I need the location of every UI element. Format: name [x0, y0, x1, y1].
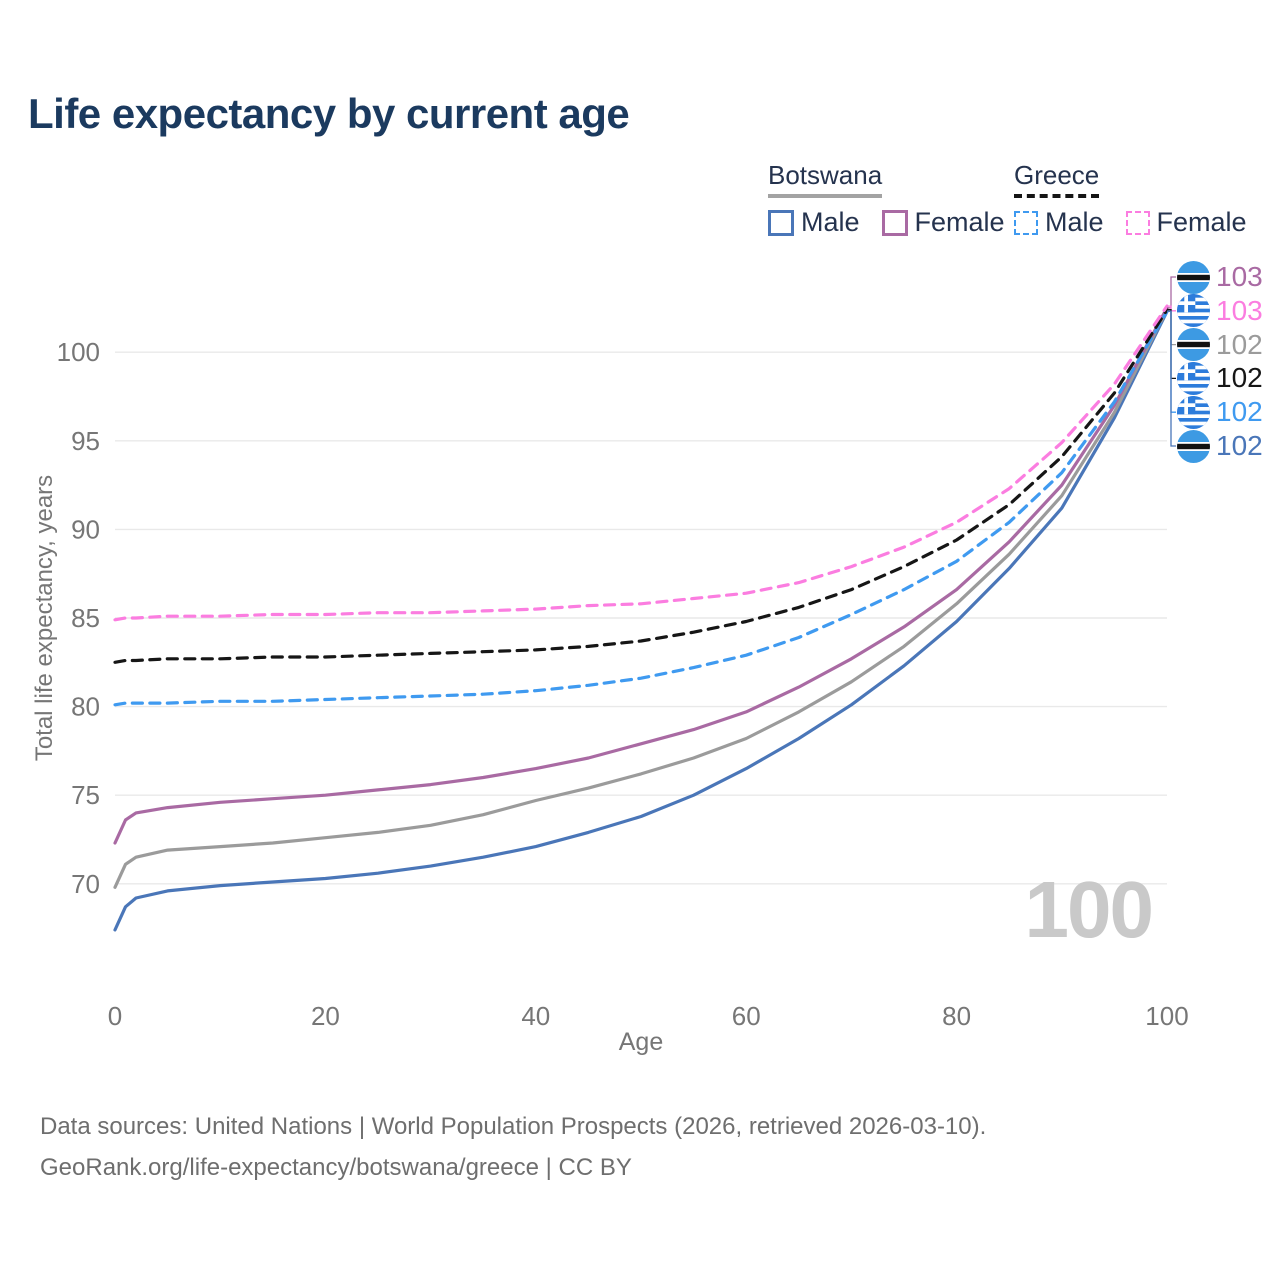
- page-title: Life expectancy by current age: [28, 90, 630, 137]
- legend-header-greece[interactable]: Greece: [1014, 160, 1100, 198]
- end-label-botswana_female: 103: [1177, 260, 1263, 294]
- data-source-footer: Data sources: United Nations | World Pop…: [40, 1106, 986, 1188]
- legend-item-greece-male[interactable]: Male: [1014, 207, 1104, 238]
- end-label-value-greece_male: 102: [1216, 396, 1263, 428]
- end-label-leader-botswana_male: [1167, 310, 1176, 447]
- y-tick-label-85: 85: [71, 603, 100, 633]
- end-label-greece_male: 102: [1177, 395, 1263, 429]
- series-line-botswana_male[interactable]: [113, 309, 1169, 932]
- legend-label-botswana-male: Male: [801, 207, 860, 237]
- legend-row-greece: Male Female: [1014, 207, 1269, 238]
- series-line-greece_male[interactable]: [113, 309, 1169, 707]
- x-axis-title: Age: [618, 1028, 664, 1056]
- legend-item-botswana-male[interactable]: Male: [768, 207, 860, 238]
- y-tick-label-100: 100: [57, 337, 100, 367]
- legend-header-botswana[interactable]: Botswana: [768, 160, 883, 198]
- end-label-value-botswana_female: 103: [1216, 261, 1263, 292]
- legend-label-greece-male: Male: [1045, 207, 1104, 237]
- x-tick-label-20: 20: [311, 1001, 340, 1031]
- greece-male-swatch-icon: [1014, 210, 1038, 235]
- footer-line-1: Data sources: United Nations | World Pop…: [40, 1113, 987, 1140]
- legend-row-botswana: Male Female: [768, 207, 1027, 238]
- y-tick-label-75: 75: [71, 780, 100, 810]
- end-label-botswana_all: 102: [1177, 328, 1263, 362]
- greece-flag-icon: [1177, 294, 1210, 328]
- botswana-flag-icon: [1177, 429, 1210, 463]
- legend-label-botswana-female: Female: [914, 207, 1005, 237]
- x-tick-label-0: 0: [108, 1001, 122, 1031]
- end-label-leader-greece_female: [1167, 305, 1176, 312]
- end-label-leader-botswana_female: [1167, 276, 1176, 309]
- botswana-flag-icon: [1177, 260, 1210, 294]
- line-chart-plot: 70 75 80 85 90 95 100 0 20 40 60 80 100: [57, 276, 1189, 1031]
- x-tick-label-40: 40: [521, 1001, 550, 1031]
- legend-item-greece-female[interactable]: Female: [1125, 207, 1247, 238]
- x-tick-label-100: 100: [1145, 1001, 1188, 1031]
- footer-line-2: GeoRank.org/life-expectancy/botswana/gre…: [40, 1154, 632, 1181]
- x-tick-label-60: 60: [732, 1001, 761, 1031]
- x-tick-label-80: 80: [942, 1001, 971, 1031]
- greece-female-swatch-icon: [1125, 210, 1150, 235]
- series-line-botswana_female[interactable]: [113, 306, 1169, 845]
- botswana-male-swatch-icon: [768, 209, 794, 236]
- end-label-value-botswana_male: 102: [1216, 430, 1263, 461]
- series-line-greece_all[interactable]: [113, 308, 1169, 664]
- greece-flag-icon: [1177, 361, 1210, 395]
- end-label-value-greece_all: 102: [1216, 362, 1263, 394]
- legend-group-greece: Greece Male Female: [1014, 160, 1269, 238]
- legend-group-botswana: Botswana Male Female: [768, 160, 1027, 238]
- botswana-flag-icon: [1177, 328, 1210, 362]
- series-line-greece_female[interactable]: [113, 304, 1169, 622]
- legend-label-greece-female: Female: [1156, 207, 1247, 237]
- y-tick-label-90: 90: [71, 514, 100, 544]
- y-tick-label-95: 95: [71, 426, 100, 456]
- end-label-greece_female: 103: [1177, 294, 1263, 328]
- greece-flag-icon: [1177, 395, 1210, 429]
- end-label-value-botswana_all: 102: [1216, 328, 1263, 360]
- end-label-greece_all: 102: [1177, 361, 1263, 395]
- legend-item-botswana-female[interactable]: Female: [881, 207, 1005, 238]
- y-tick-label-80: 80: [71, 692, 100, 722]
- botswana-female-swatch-icon: [881, 209, 908, 236]
- y-tick-label-70: 70: [71, 869, 100, 899]
- end-label-value-greece_female: 103: [1216, 294, 1263, 326]
- series-line-botswana_all[interactable]: [113, 308, 1169, 889]
- end-label-botswana_male: 102: [1177, 429, 1263, 463]
- age-counter-watermark: 100: [1024, 865, 1154, 954]
